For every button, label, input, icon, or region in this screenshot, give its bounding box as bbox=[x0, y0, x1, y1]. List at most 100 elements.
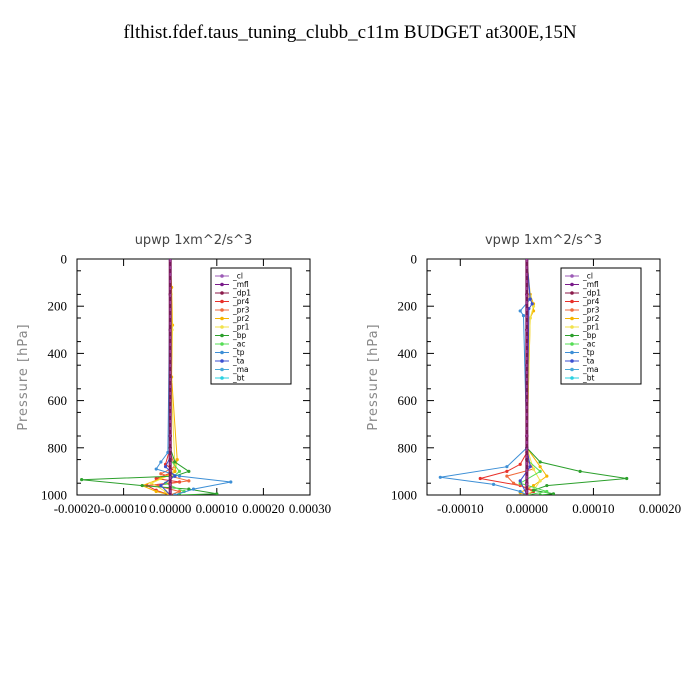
legend-label: _pr3 bbox=[232, 306, 250, 315]
data-point bbox=[518, 489, 522, 494]
legend-item: _pr1 bbox=[215, 323, 250, 332]
legend-swatch-marker bbox=[570, 333, 574, 338]
legend-label: _ac bbox=[582, 340, 595, 349]
data-point bbox=[154, 476, 158, 481]
legend-item: _tp bbox=[215, 348, 245, 357]
legend-item: _pr1 bbox=[565, 323, 600, 332]
legend-item: _pr3 bbox=[215, 306, 250, 315]
data-point bbox=[511, 481, 516, 485]
data-point bbox=[187, 469, 191, 473]
legend-swatch-marker bbox=[570, 299, 574, 304]
legend-swatch-marker bbox=[220, 342, 224, 346]
legend-box bbox=[560, 267, 642, 385]
data-point bbox=[545, 474, 549, 478]
data-point bbox=[538, 465, 542, 469]
y-tick-label: 1000 bbox=[391, 488, 417, 503]
legend-label: _pr3 bbox=[582, 306, 600, 315]
x-tick-label: 0.00020 bbox=[639, 501, 681, 516]
data-point bbox=[578, 469, 582, 473]
legend-label: _ma bbox=[582, 365, 599, 374]
data-point bbox=[173, 493, 177, 495]
legend-item: _cl bbox=[215, 272, 243, 281]
legend-swatch-marker bbox=[220, 376, 224, 380]
legend-label: _pr1 bbox=[582, 323, 600, 332]
data-point bbox=[518, 479, 522, 483]
x-tick-label: -0.00020 bbox=[54, 501, 101, 516]
legend-item: _bp bbox=[565, 331, 597, 340]
legend-swatch-marker bbox=[570, 291, 574, 295]
data-point bbox=[491, 482, 496, 486]
legend-item: _dp1 bbox=[565, 289, 601, 298]
x-tick-label: 0.00020 bbox=[242, 501, 284, 516]
legend-label: _bp bbox=[582, 331, 597, 340]
legend-item: _bt bbox=[215, 374, 245, 383]
data-point bbox=[173, 460, 177, 464]
y-tick-label: 600 bbox=[398, 393, 418, 408]
legend-swatch-marker bbox=[220, 367, 224, 372]
legend-swatch-marker bbox=[220, 359, 224, 363]
legend-swatch-marker bbox=[570, 367, 574, 372]
legend-label: _tp bbox=[232, 348, 245, 357]
series-group bbox=[80, 259, 233, 495]
legend-item: _ac bbox=[215, 340, 245, 349]
legend-item: _cl bbox=[565, 272, 593, 281]
legend-swatch-marker bbox=[570, 350, 574, 355]
x-tick-label: -0.00010 bbox=[437, 501, 484, 516]
data-point bbox=[187, 479, 191, 483]
data-point bbox=[538, 493, 542, 495]
data-point bbox=[505, 474, 509, 478]
data-point bbox=[166, 450, 170, 455]
legend-swatch-marker bbox=[570, 282, 574, 287]
legend-swatch-marker bbox=[220, 308, 224, 312]
series-line-tp bbox=[155, 259, 231, 495]
series-line-bp bbox=[81, 259, 217, 495]
y-tick-label: 400 bbox=[48, 346, 68, 361]
series-line-tp bbox=[440, 259, 531, 495]
legend-label: _mfl bbox=[582, 280, 599, 289]
legend-swatch-marker bbox=[570, 308, 574, 312]
legend-item: _dp1 bbox=[215, 289, 251, 298]
y-tick-label: 1000 bbox=[41, 488, 67, 503]
legend-item: _ta bbox=[215, 357, 244, 366]
data-point bbox=[521, 314, 526, 318]
y-axis-label: Pressure [hPa] bbox=[366, 323, 381, 430]
legend-label: _ma bbox=[232, 365, 249, 374]
legend-swatch-marker bbox=[570, 359, 574, 363]
x-tick-label: 0.00010 bbox=[572, 501, 614, 516]
data-point bbox=[159, 472, 163, 476]
legend-swatch-marker bbox=[220, 333, 224, 338]
legend-swatch-marker bbox=[220, 291, 224, 295]
legend-label: _bt bbox=[232, 374, 245, 383]
y-tick-label: 0 bbox=[61, 252, 68, 267]
data-point bbox=[173, 474, 177, 478]
y-tick-label: 800 bbox=[398, 440, 418, 455]
data-point bbox=[528, 297, 532, 301]
data-point bbox=[229, 480, 233, 484]
legend-swatch-marker bbox=[570, 325, 574, 329]
legend-box bbox=[210, 267, 292, 385]
legend-item: _ma bbox=[215, 365, 249, 374]
data-point bbox=[163, 465, 168, 469]
data-point bbox=[173, 469, 177, 473]
legend-label: _cl bbox=[582, 272, 593, 281]
legend-item: _ma bbox=[565, 365, 599, 374]
legend-label: _ta bbox=[232, 357, 244, 366]
data-point bbox=[518, 309, 522, 313]
legend-label: _pr2 bbox=[582, 314, 600, 323]
legend-label: _bt bbox=[582, 374, 595, 383]
legend-label: _bp bbox=[232, 331, 247, 340]
legend-item: _bp bbox=[215, 331, 247, 340]
data-point bbox=[478, 476, 482, 481]
x-tick-label: 0.00000 bbox=[506, 501, 548, 516]
y-tick-label: 200 bbox=[48, 299, 68, 314]
data-point bbox=[159, 483, 163, 488]
legend-swatch-marker bbox=[220, 316, 224, 321]
data-point bbox=[149, 481, 154, 485]
data-point bbox=[438, 475, 442, 479]
y-tick-label: 800 bbox=[48, 440, 68, 455]
legend-swatch-marker bbox=[220, 274, 224, 278]
data-point bbox=[625, 476, 629, 481]
data-point bbox=[538, 469, 542, 473]
data-point bbox=[538, 460, 542, 464]
legend-label: _tp bbox=[582, 348, 595, 357]
